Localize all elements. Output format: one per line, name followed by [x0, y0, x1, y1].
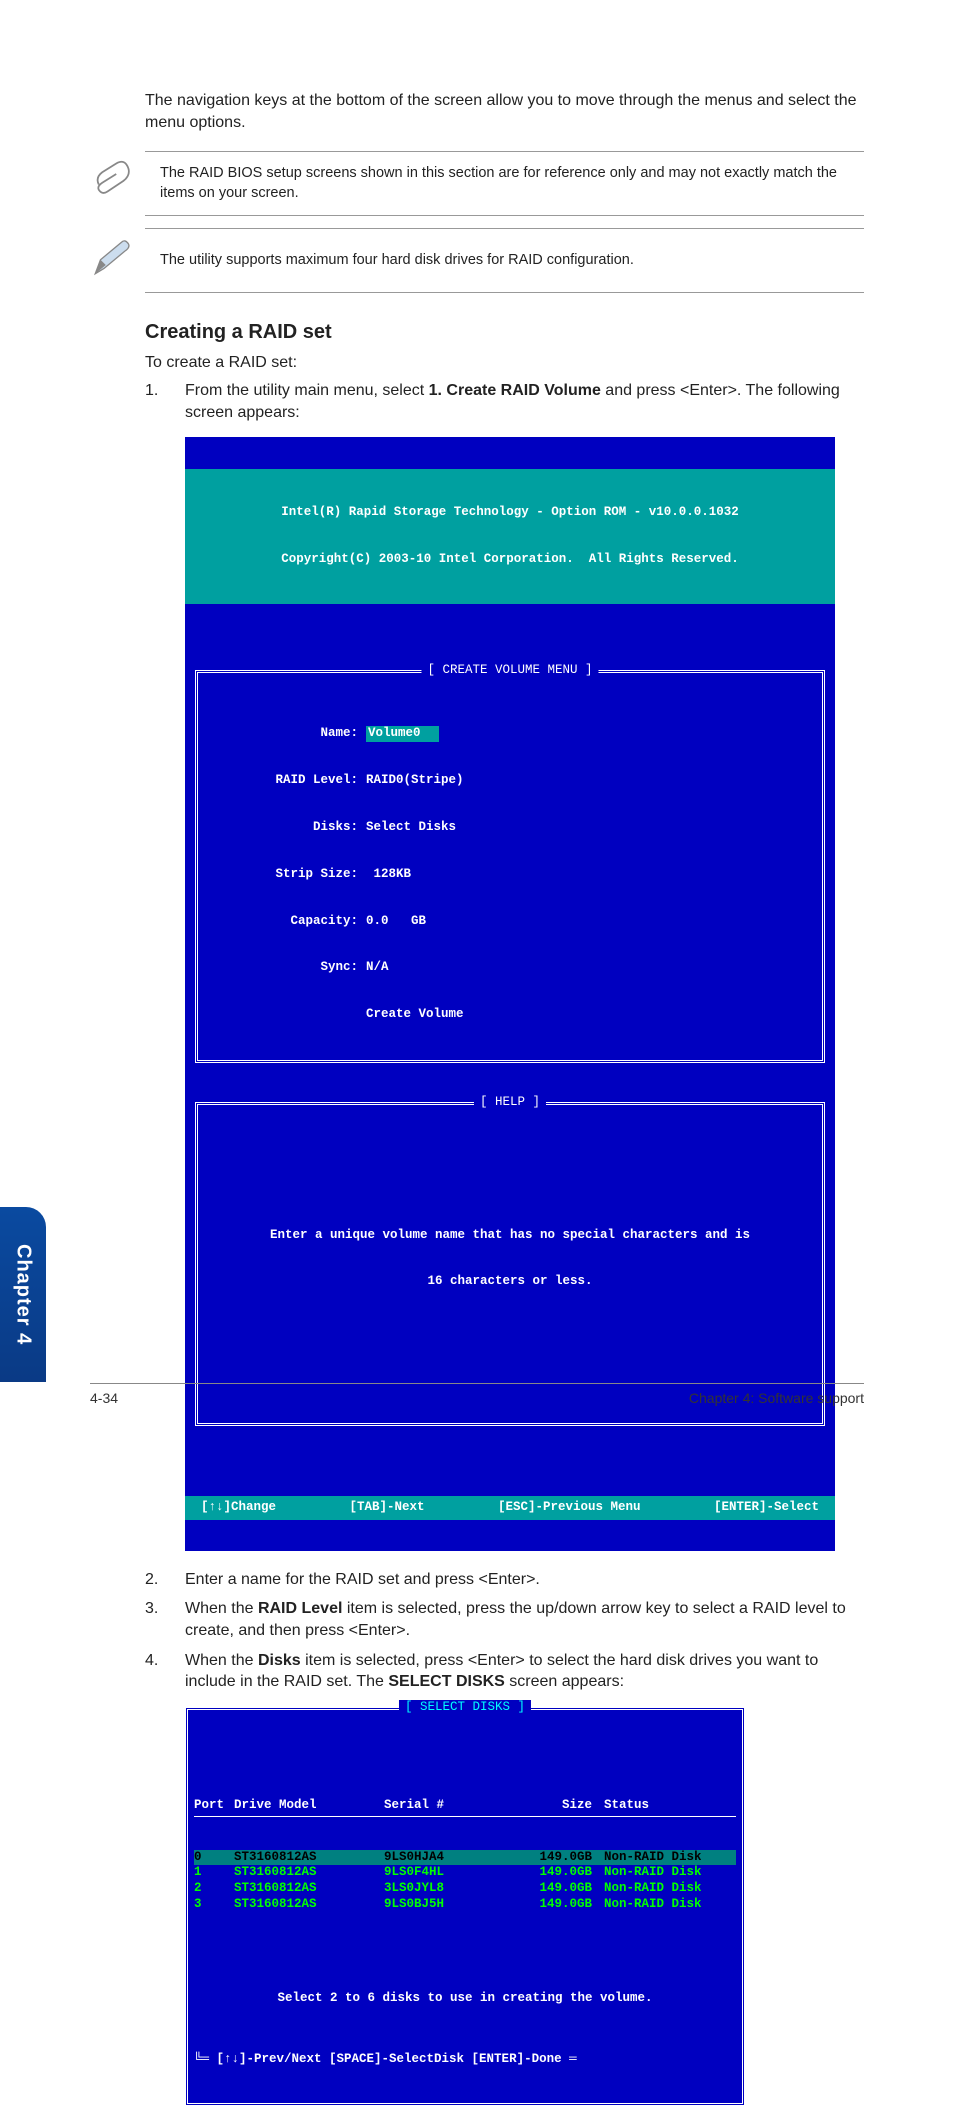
val-sync[interactable]: N/A: [366, 960, 389, 976]
chapter-tab: Chapter 4: [0, 1207, 46, 1382]
note-2-text: The utility supports maximum four hard d…: [150, 251, 864, 271]
step-1-bold: 1. Create RAID Volume: [429, 382, 601, 399]
step-1-num: 1.: [145, 380, 185, 423]
disk-row[interactable]: 3ST3160812AS9LS0BJ5H149.0GBNon-RAID Disk: [194, 1897, 736, 1913]
lbl-sync: Sync:: [206, 960, 366, 976]
step-4-a: When the: [185, 1652, 258, 1669]
chapter-label: Chapter 4: Software support: [689, 1390, 864, 1406]
note-2: The utility supports maximum four hard d…: [90, 228, 864, 293]
bios-footer: [↑↓]Change [TAB]-Next [ESC]-Previous Men…: [185, 1496, 835, 1520]
step-4-bold2: SELECT DISKS: [388, 1673, 504, 1690]
lbl-strip: Strip Size:: [206, 867, 366, 883]
val-cap[interactable]: 0.0 GB: [366, 914, 426, 930]
sub-para: To create a RAID set:: [145, 354, 864, 372]
step-3-bold: RAID Level: [258, 1600, 342, 1617]
bios-header-line2: Copyright(C) 2003-10 Intel Corporation. …: [185, 552, 835, 568]
disk-row[interactable]: 0ST3160812AS9LS0HJA4149.0GBNon-RAID Disk: [194, 1850, 736, 1866]
step-3-a: When the: [185, 1600, 258, 1617]
step-4: 4. When the Disks item is selected, pres…: [145, 1650, 864, 1693]
bios-header: Intel(R) Rapid Storage Technology - Opti…: [185, 469, 835, 604]
step-1-a: From the utility main menu, select: [185, 382, 429, 399]
help-line1: Enter a unique volume name that has no s…: [210, 1228, 810, 1244]
step-2: 2. Enter a name for the RAID set and pre…: [145, 1569, 864, 1591]
help-title: [ HELP ]: [474, 1095, 546, 1111]
disk-note: Select 2 to 6 disks to use in creating t…: [194, 1975, 736, 2019]
hdr-size: Size: [514, 1798, 604, 1814]
note-1: The RAID BIOS setup screens shown in thi…: [90, 151, 864, 216]
hdr-status: Status: [604, 1798, 736, 1814]
step-4-bold1: Disks: [258, 1652, 301, 1669]
val-strip[interactable]: 128KB: [366, 867, 411, 883]
page-number: 4-34: [90, 1390, 118, 1406]
select-disks-title: [ SELECT DISKS ]: [399, 1700, 531, 1716]
paperclip-icon: [90, 160, 132, 207]
lbl-disks: Disks:: [206, 820, 366, 836]
hdr-model: Drive Model: [234, 1798, 384, 1814]
step-3: 3. When the RAID Level item is selected,…: [145, 1598, 864, 1641]
hdr-port: Port: [194, 1798, 234, 1814]
val-create[interactable]: Create Volume: [366, 1007, 464, 1023]
step-2-num: 2.: [145, 1569, 185, 1591]
help-line2: 16 characters or less.: [210, 1274, 810, 1290]
intro-text: The navigation keys at the bottom of the…: [145, 90, 864, 133]
footer-esc[interactable]: [ESC]-Previous Menu: [498, 1500, 641, 1516]
lbl-empty: [206, 1007, 366, 1023]
create-volume-title: [ CREATE VOLUME MENU ]: [421, 663, 598, 679]
disk-row[interactable]: 2ST3160812AS3LS0JYL8149.0GBNon-RAID Disk: [194, 1881, 736, 1897]
pencil-icon: [90, 237, 132, 284]
section-heading: Creating a RAID set: [145, 321, 864, 344]
create-volume-box: [ CREATE VOLUME MENU ] Name:Volume0 RAID…: [195, 670, 825, 1063]
val-name[interactable]: Volume0: [366, 726, 439, 742]
lbl-cap: Capacity:: [206, 914, 366, 930]
step-2-body: Enter a name for the RAID set and press …: [185, 1569, 864, 1591]
step-1: 1. From the utility main menu, select 1.…: [145, 380, 864, 423]
footer-change[interactable]: [↑↓]Change: [201, 1500, 276, 1516]
help-box: [ HELP ] Enter a unique volume name that…: [195, 1102, 825, 1425]
footer-enter[interactable]: [ENTER]-Select: [714, 1500, 819, 1516]
bios-select-disks-screen: [ SELECT DISKS ] Port Drive Model Serial…: [185, 1707, 745, 2106]
note-1-text: The RAID BIOS setup screens shown in thi…: [150, 164, 864, 203]
disk-row[interactable]: 1ST3160812AS9LS0F4HL149.0GBNon-RAID Disk: [194, 1865, 736, 1881]
disk-footer-text[interactable]: [↑↓]-Prev/Next [SPACE]-SelectDisk [ENTER…: [217, 2052, 562, 2066]
lbl-name: Name:: [206, 726, 366, 742]
footer-tab[interactable]: [TAB]-Next: [349, 1500, 424, 1516]
val-disks[interactable]: Select Disks: [366, 820, 456, 836]
hdr-serial: Serial #: [384, 1798, 514, 1814]
disk-header: Port Drive Model Serial # Size Status: [194, 1798, 736, 1817]
step-3-num: 3.: [145, 1598, 185, 1641]
disk-table: Port Drive Model Serial # Size Status 0S…: [194, 1767, 736, 1944]
bios-header-line1: Intel(R) Rapid Storage Technology - Opti…: [185, 505, 835, 521]
disk-footer: ╚═ [↑↓]-Prev/Next [SPACE]-SelectDisk [EN…: [194, 2050, 736, 2070]
val-raid[interactable]: RAID0(Stripe): [366, 773, 464, 789]
step-4-c: screen appears:: [505, 1673, 624, 1690]
page-footer: 4-34 Chapter 4: Software support: [90, 1383, 864, 1406]
lbl-raid: RAID Level:: [206, 773, 366, 789]
step-4-num: 4.: [145, 1650, 185, 1693]
